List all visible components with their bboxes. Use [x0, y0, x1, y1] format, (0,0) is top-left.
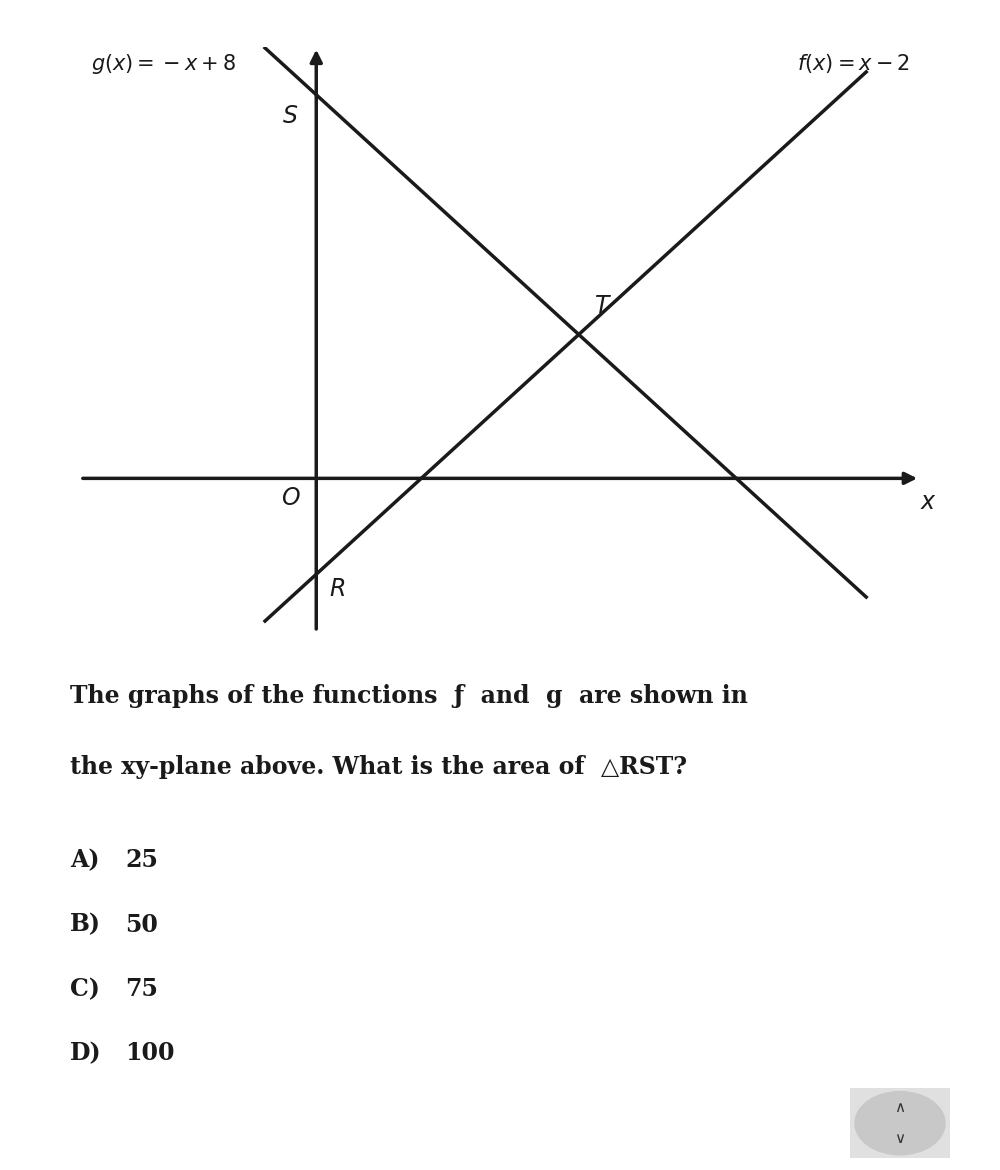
- Text: $T$: $T$: [594, 294, 612, 318]
- Text: C): C): [70, 977, 100, 1002]
- Text: $S$: $S$: [282, 104, 298, 129]
- Text: $g(x) = -x+8$: $g(x) = -x+8$: [91, 51, 235, 76]
- Text: 50: 50: [125, 913, 158, 937]
- Text: $O$: $O$: [281, 486, 300, 510]
- Text: 25: 25: [125, 848, 158, 873]
- Text: the ​xy-plane above. What is the area of  △RST?: the ​xy-plane above. What is the area of…: [70, 755, 687, 779]
- Text: $x$: $x$: [920, 490, 937, 515]
- Text: A): A): [70, 848, 100, 873]
- Text: 75: 75: [125, 977, 158, 1002]
- Text: D): D): [70, 1041, 102, 1066]
- Circle shape: [855, 1092, 945, 1155]
- Text: ∨: ∨: [894, 1131, 906, 1147]
- Text: ∧: ∧: [894, 1100, 906, 1115]
- Text: 100: 100: [125, 1041, 175, 1066]
- Text: The graphs of the functions  ƒ  and  g  are shown in: The graphs of the functions ƒ and g are …: [70, 684, 748, 709]
- Text: $f(x) = x-2$: $f(x) = x-2$: [797, 51, 910, 75]
- Text: $R$: $R$: [329, 577, 346, 600]
- Text: B): B): [70, 913, 101, 937]
